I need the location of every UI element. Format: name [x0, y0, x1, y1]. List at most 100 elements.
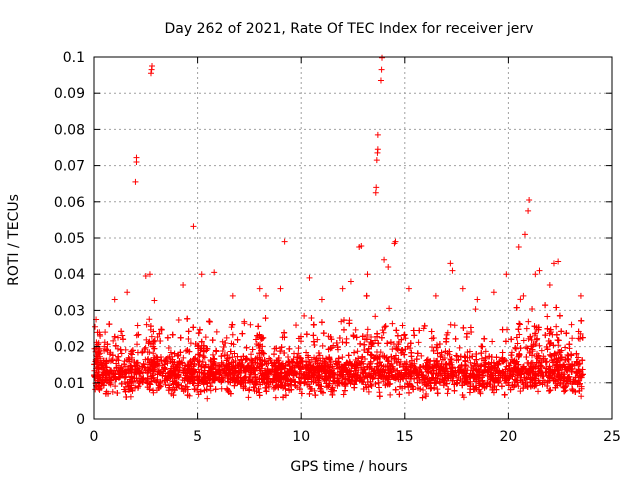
data-point	[278, 344, 285, 351]
data-point	[350, 333, 357, 340]
data-point	[462, 354, 469, 361]
data-point	[303, 349, 310, 356]
data-point	[202, 361, 209, 368]
data-point	[146, 316, 153, 323]
data-point	[119, 332, 126, 339]
data-point	[142, 344, 149, 351]
data-point	[489, 338, 496, 345]
data-point	[380, 378, 387, 385]
data-point	[470, 365, 477, 372]
data-point	[158, 326, 165, 333]
data-point	[319, 342, 326, 349]
data-point	[553, 323, 560, 330]
data-point	[185, 336, 192, 343]
data-point	[550, 368, 557, 375]
data-point	[187, 340, 194, 347]
data-point	[126, 356, 133, 363]
data-point	[229, 354, 236, 361]
data-point	[147, 323, 154, 330]
data-point	[548, 353, 555, 360]
data-point	[248, 351, 255, 358]
data-point	[443, 331, 450, 338]
data-point	[134, 349, 141, 356]
data-point	[146, 349, 153, 356]
data-point	[145, 355, 152, 362]
data-point	[262, 384, 269, 391]
data-point	[525, 360, 532, 367]
data-point	[245, 394, 252, 401]
data-point	[513, 345, 520, 352]
data-point	[315, 371, 322, 378]
data-point	[230, 359, 237, 366]
data-point	[241, 320, 248, 327]
data-point	[104, 347, 111, 354]
data-point	[484, 379, 491, 386]
data-point	[339, 339, 346, 346]
data-point	[240, 353, 247, 360]
data-point	[122, 346, 129, 353]
data-point	[111, 333, 118, 340]
data-point	[456, 344, 463, 351]
data-point	[353, 334, 360, 341]
data-point	[109, 388, 116, 395]
data-point	[535, 388, 542, 395]
data-point	[575, 328, 582, 335]
data-point	[433, 341, 440, 348]
data-point	[442, 361, 449, 368]
data-point	[267, 356, 274, 363]
data-point	[523, 325, 530, 332]
data-point	[330, 366, 337, 373]
data-point	[118, 350, 125, 357]
data-point	[401, 360, 408, 367]
data-point	[418, 369, 425, 376]
data-point	[154, 334, 161, 341]
data-point	[481, 368, 488, 375]
data-point	[360, 385, 367, 392]
data-point	[298, 358, 305, 365]
data-point	[573, 350, 580, 357]
data-point	[471, 374, 478, 381]
data-point	[354, 348, 361, 355]
data-point	[517, 296, 524, 303]
data-point	[328, 358, 335, 365]
data-point	[202, 334, 209, 341]
data-point	[220, 343, 227, 350]
data-point	[393, 327, 400, 334]
data-point	[386, 381, 393, 388]
data-point	[142, 356, 149, 363]
data-point	[542, 355, 549, 362]
data-point	[245, 387, 252, 394]
data-point	[224, 385, 231, 392]
data-point	[511, 376, 518, 383]
data-point	[409, 357, 416, 364]
data-point	[572, 374, 579, 381]
data-point	[297, 355, 304, 362]
data-point	[512, 344, 519, 351]
data-point	[115, 334, 122, 341]
data-point	[401, 351, 408, 358]
data-point	[272, 394, 279, 401]
data-point	[261, 376, 268, 383]
data-point	[553, 331, 560, 338]
data-point	[177, 334, 184, 341]
data-point	[398, 347, 405, 354]
data-point	[258, 335, 265, 342]
data-point	[451, 387, 458, 394]
data-point	[314, 336, 321, 343]
data-point	[218, 385, 225, 392]
data-point	[380, 329, 387, 336]
data-point	[482, 354, 489, 361]
data-point	[388, 369, 395, 376]
data-point	[419, 394, 426, 401]
data-point	[285, 354, 292, 361]
data-point	[178, 386, 185, 393]
data-point	[243, 355, 250, 362]
data-point	[213, 328, 220, 335]
data-point	[164, 334, 171, 341]
data-point	[516, 320, 523, 327]
data-point	[482, 348, 489, 355]
data-point	[259, 349, 266, 356]
data-point	[514, 340, 521, 347]
data-point	[175, 317, 182, 324]
